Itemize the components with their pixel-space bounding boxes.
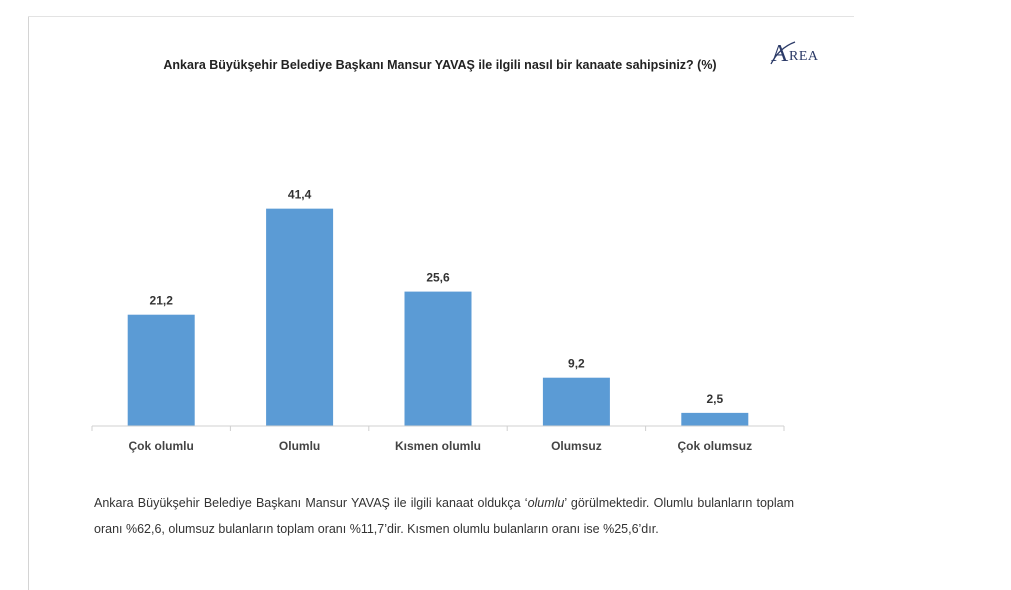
- bar-1: [266, 208, 334, 426]
- bar-3: [542, 377, 610, 426]
- labels-group: 21,2 Çok olumlu 41,4 Olumlu 25,6 Kısmen oluml…: [129, 188, 753, 453]
- summary-paragraph: Ankara Büyükşehir Belediye Başkanı Mansu…: [94, 490, 794, 542]
- summary-text-italic: olumlu: [527, 496, 565, 510]
- bars-group: [127, 208, 749, 426]
- value-label-0: 21,2: [150, 294, 174, 308]
- value-label-3: 9,2: [568, 357, 585, 371]
- value-label-1: 41,4: [288, 188, 312, 202]
- category-label-1: Olumlu: [279, 439, 320, 453]
- category-label-4: Çok olumsuz: [677, 439, 752, 453]
- summary-text-part2: ’ görülmektedir. Olumlu bulanların topla…: [94, 496, 794, 536]
- value-label-4: 2,5: [706, 392, 723, 406]
- category-label-0: Çok olumlu: [129, 439, 194, 453]
- logo-text: REA: [789, 49, 819, 64]
- chart-title: Ankara Büyükşehir Belediye Başkanı Mansu…: [163, 58, 717, 72]
- category-label-2: Kısmen olumlu: [395, 439, 481, 453]
- bar-chart: 21,2 Çok olumlu 41,4 Olumlu 25,6 Kısmen oluml…: [91, 188, 785, 453]
- value-label-2: 25,6: [426, 271, 450, 285]
- page-border-left: [28, 16, 29, 590]
- category-label-3: Olumsuz: [551, 439, 602, 453]
- bar-0: [127, 314, 195, 426]
- summary-text-part1: Ankara Büyükşehir Belediye Başkanı Mansu…: [94, 496, 528, 510]
- area-logo: A REA: [769, 38, 839, 68]
- bar-2: [404, 291, 472, 426]
- logo-letter-a: A: [771, 41, 789, 67]
- x-axis-ticks: [91, 426, 785, 431]
- bar-4: [681, 412, 749, 426]
- logo-swoosh-icon: [770, 41, 796, 65]
- page-border-top: [28, 16, 854, 17]
